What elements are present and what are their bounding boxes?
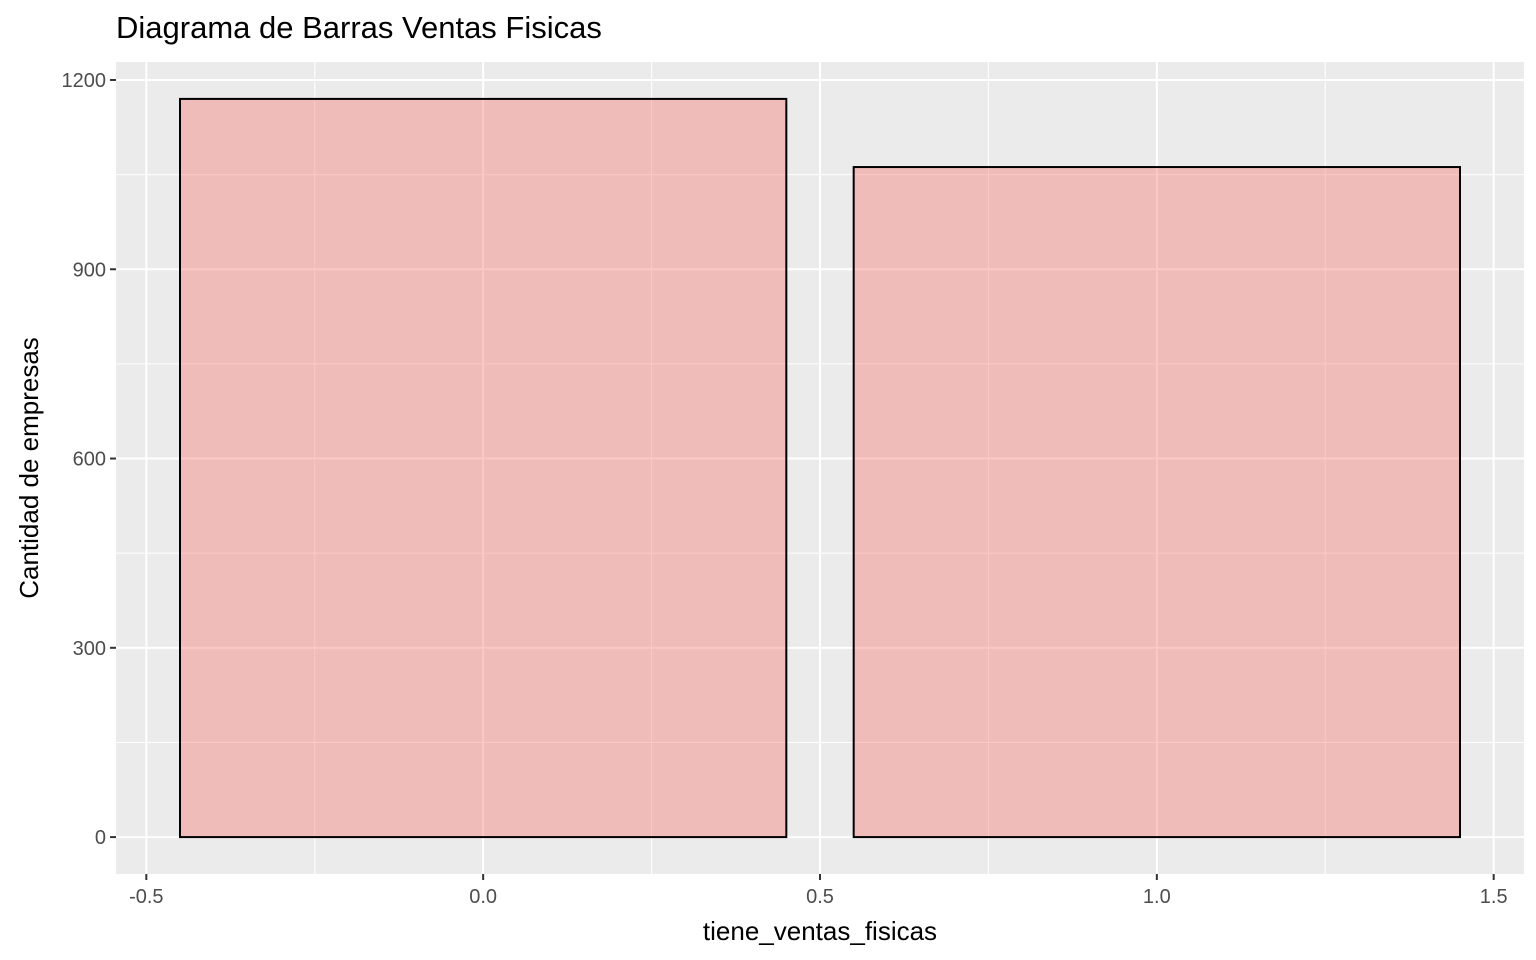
bars <box>179 97 1461 839</box>
y-tick-label: 300 <box>73 638 106 660</box>
x-tick-label: 0.0 <box>469 886 497 908</box>
x-axis-title: tiene_ventas_fisicas <box>703 916 937 946</box>
grid-major <box>116 62 1524 874</box>
y-axis-title: Cantidad de empresas <box>14 337 44 599</box>
x-axis: -0.5 0.0 0.5 1.0 1.5 <box>129 874 1508 908</box>
x-tick-label: 0.5 <box>806 886 834 908</box>
y-tick-label: 900 <box>73 259 106 281</box>
bar-1 <box>852 166 1461 839</box>
x-tick-label: -0.5 <box>129 886 163 908</box>
y-axis: 0 300 600 900 1200 <box>62 70 116 849</box>
bar-0 <box>179 97 788 839</box>
y-tick-label: 0 <box>95 827 106 849</box>
x-tick-label: 1.0 <box>1143 886 1171 908</box>
y-tick-label: 600 <box>73 449 106 471</box>
y-tick-label: 1200 <box>62 70 107 92</box>
x-tick-label: 1.5 <box>1480 886 1508 908</box>
chart-title: Diagrama de Barras Ventas Fisicas <box>116 10 602 45</box>
